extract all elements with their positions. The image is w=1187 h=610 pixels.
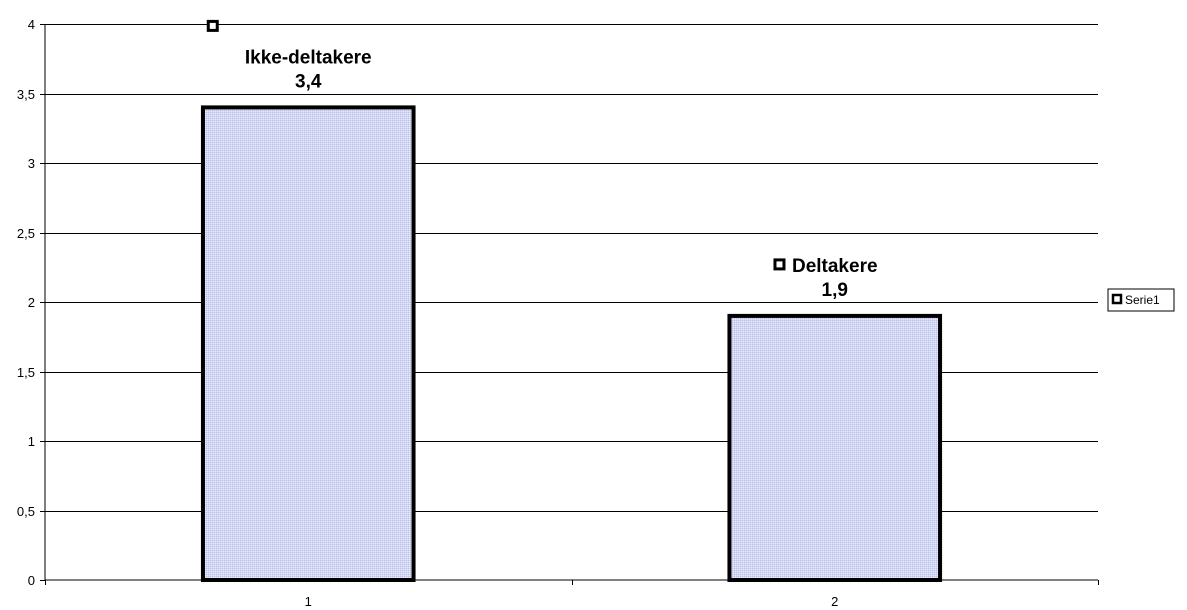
data-labels: Ikke-deltakere 3,4 Deltakere 1,9: [206, 19, 878, 301]
bar: [727, 313, 943, 582]
y-tick-label: 0: [28, 573, 35, 588]
y-tick-label: 0,5: [17, 504, 35, 519]
bar-value-label: 3,4: [295, 71, 322, 92]
legend-entry-serie1: Serie1: [1125, 293, 1160, 307]
y-tick-label: 4: [28, 17, 35, 32]
y-ticks: 0 0,5 1 1,5 2 2,5 3 3,5 4: [17, 17, 45, 588]
bar-value-label: 1,9: [822, 280, 848, 301]
y-tick-label: 2: [28, 295, 35, 310]
y-tick-label: 3: [28, 156, 35, 171]
legend: Serie1: [1107, 288, 1175, 312]
y-tick-label: 1: [28, 434, 35, 449]
x-tick-label: 1: [305, 594, 312, 609]
y-tick-label: 1,5: [17, 365, 35, 380]
legend-box: [1107, 288, 1175, 312]
bar-category-label: Ikke-deltakere: [245, 47, 372, 68]
bar: [200, 105, 416, 583]
y-tick-label: 3,5: [17, 87, 35, 102]
legend-key-marker-icon: [773, 258, 786, 271]
x-tick-label: 2: [831, 594, 838, 609]
legend-marker-icon: [1111, 293, 1123, 305]
bar-category-label: Deltakere: [792, 256, 878, 277]
bars: [200, 105, 943, 583]
legend-key-marker-icon: [206, 19, 219, 32]
y-tick-label: 2,5: [17, 226, 35, 241]
